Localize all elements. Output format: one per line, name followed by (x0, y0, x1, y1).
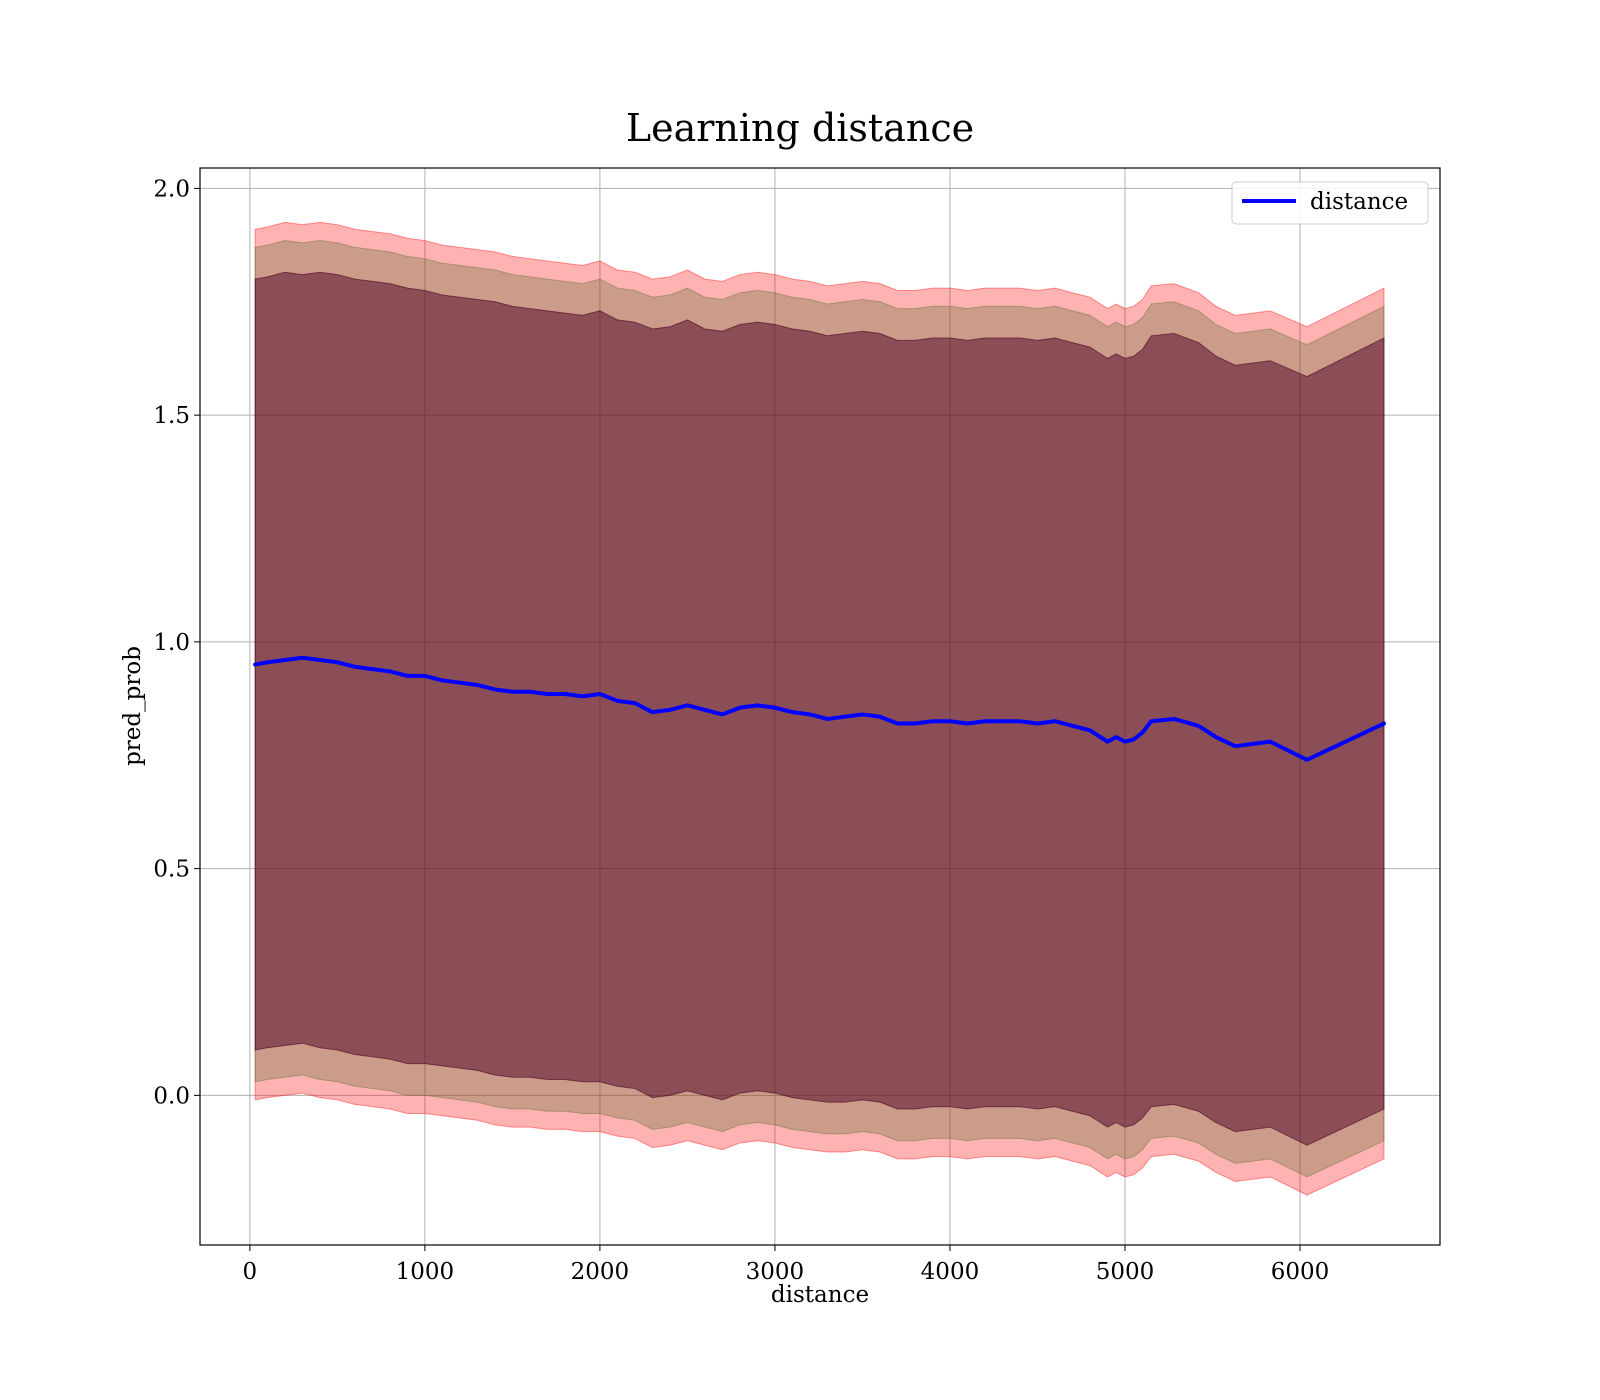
x-tick-label: 2000 (571, 1259, 630, 1285)
series-line-0 (253, 655, 1386, 762)
confidence-bands (254, 221, 1385, 1196)
x-tick-label: 1000 (396, 1259, 455, 1285)
x-tick-label: 3000 (746, 1259, 805, 1285)
y-axis-label: pred_prob (120, 646, 146, 766)
legend-box (1231, 181, 1429, 225)
legend-label-distance: distance (1310, 189, 1408, 215)
axis-ticks: 0 1000 2000 3000 4000 5000 6000 0.0 0.5 1.0 1.5 2.0 (153, 176, 1329, 1285)
confidence-band-2 (254, 271, 1385, 1146)
series-lines (253, 655, 1386, 762)
y-tick-label: 2.0 (153, 176, 190, 202)
y-tick-label: 0.0 (153, 1083, 190, 1109)
x-tick-label: 4000 (921, 1259, 980, 1285)
plot-area-frame (199, 167, 1441, 1246)
y-tick-label: 1.0 (153, 630, 190, 656)
x-tick-label: 0 (243, 1259, 258, 1285)
chart-title: Learning distance (626, 106, 974, 150)
y-tick-label: 0.5 (153, 857, 190, 883)
x-tick-label: 6000 (1271, 1259, 1330, 1285)
legend: distance (1231, 181, 1429, 225)
y-tick-label: 1.5 (153, 403, 190, 429)
x-axis-label: distance (771, 1282, 869, 1308)
x-tick-label: 5000 (1096, 1259, 1155, 1285)
